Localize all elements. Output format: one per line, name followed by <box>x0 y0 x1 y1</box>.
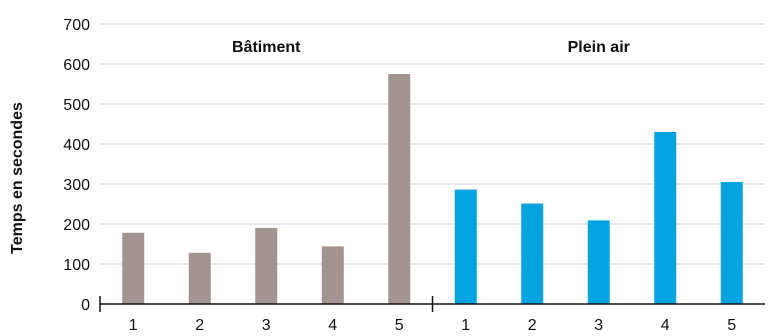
y-tick-label: 0 <box>81 297 90 314</box>
group-label: Bâtiment <box>232 39 301 56</box>
x-tick-label: 5 <box>727 317 736 334</box>
y-tick-label: 200 <box>63 217 90 234</box>
y-tick-label: 100 <box>63 257 90 274</box>
y-tick-label: 300 <box>63 177 90 194</box>
x-tick-label: 3 <box>594 317 603 334</box>
grid-lines <box>100 23 765 265</box>
y-tick-label: 500 <box>63 97 90 114</box>
x-tick-label: 1 <box>461 317 470 334</box>
bar <box>188 252 211 304</box>
y-tick-label: 700 <box>63 17 90 34</box>
group-label: Plein air <box>568 39 630 56</box>
bar <box>122 232 145 304</box>
labels: 0 100 200 300 400 500 600 700 1 2 3 4 5 Bâtiment 1 2 3 4 5… <box>63 17 736 334</box>
bar <box>587 220 610 304</box>
bars <box>122 74 743 304</box>
bar <box>654 132 677 304</box>
y-tick-label: 400 <box>63 137 90 154</box>
bar <box>388 74 411 304</box>
bar <box>720 182 743 304</box>
bar <box>321 246 344 304</box>
x-tick-label: 2 <box>528 317 537 334</box>
bar <box>454 189 477 304</box>
x-tick-label: 1 <box>129 317 138 334</box>
x-tick-label: 2 <box>195 317 204 334</box>
x-tick-label: 4 <box>661 317 670 334</box>
bar <box>255 228 278 304</box>
y-axis-title: Temps en secondes <box>9 102 26 254</box>
bar <box>521 203 544 304</box>
y-tick-label: 600 <box>63 57 90 74</box>
x-tick-label: 4 <box>328 317 337 334</box>
x-tick-label: 3 <box>262 317 271 334</box>
x-tick-label: 5 <box>395 317 404 334</box>
axes <box>99 296 765 312</box>
